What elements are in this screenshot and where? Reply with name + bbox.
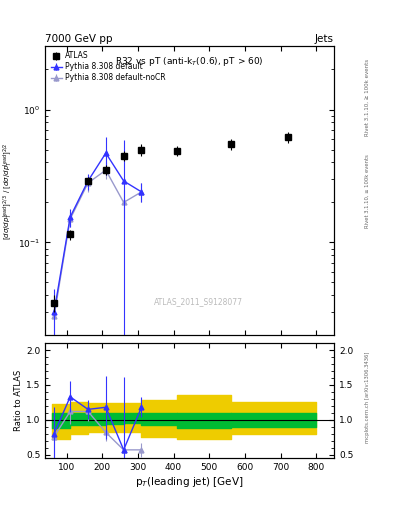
Text: ATLAS_2011_S9128077: ATLAS_2011_S9128077 — [154, 297, 243, 306]
Legend: ATLAS, Pythia 8.308 default, Pythia 8.308 default-noCR: ATLAS, Pythia 8.308 default, Pythia 8.30… — [49, 50, 167, 84]
Text: 7000 GeV pp: 7000 GeV pp — [45, 33, 113, 44]
Text: Jets: Jets — [315, 33, 334, 44]
Text: Rivet 3.1.10, ≥ 100k events: Rivet 3.1.10, ≥ 100k events — [365, 59, 370, 136]
Y-axis label: Ratio to ATLAS: Ratio to ATLAS — [14, 370, 23, 431]
Text: Rivet 3.1.10, ≥ 100k events: Rivet 3.1.10, ≥ 100k events — [365, 154, 370, 228]
Text: R32 vs pT (anti-k$_T$(0.6), pT > 60): R32 vs pT (anti-k$_T$(0.6), pT > 60) — [115, 55, 264, 68]
Text: mcplots.cern.ch [arXiv:1306.3436]: mcplots.cern.ch [arXiv:1306.3436] — [365, 351, 370, 442]
Y-axis label: $[d\sigma/dp_T^{\rm lead}]^{2/3}\ /\ [d\sigma/dp_T^{\rm lead}]^{2/2}$: $[d\sigma/dp_T^{\rm lead}]^{2/3}\ /\ [d\… — [2, 142, 15, 240]
X-axis label: p$_T$(leading jet) [GeV]: p$_T$(leading jet) [GeV] — [135, 475, 244, 489]
